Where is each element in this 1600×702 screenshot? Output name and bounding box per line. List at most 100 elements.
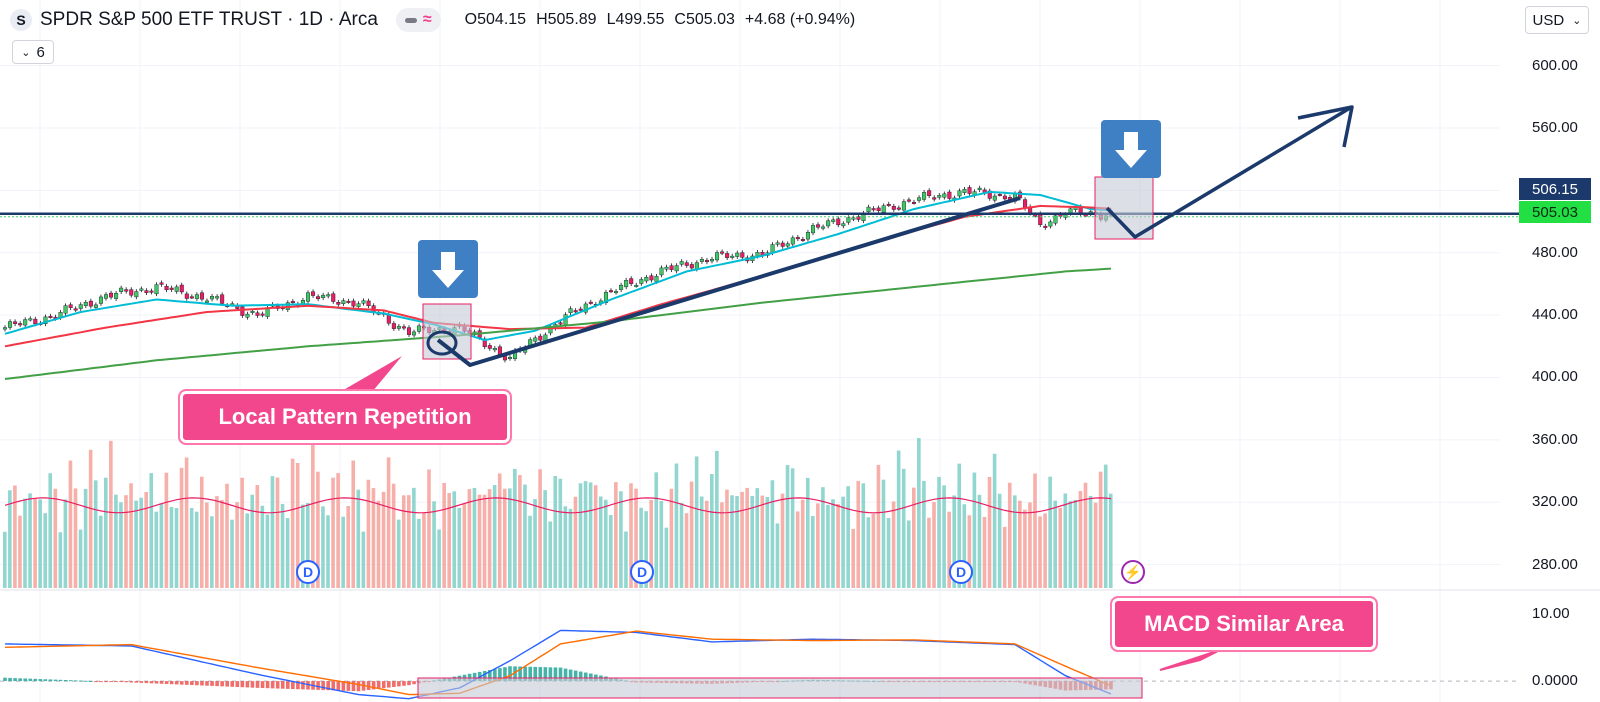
volume-bar <box>528 515 532 588</box>
volume-bar <box>992 453 997 588</box>
volume-bar <box>538 469 542 588</box>
macd-histogram-bar <box>84 680 88 682</box>
macd-histogram-bar <box>159 681 164 684</box>
macd-histogram-bar <box>119 681 123 683</box>
candle-body <box>1053 215 1058 224</box>
macd-histogram-bar <box>149 681 154 684</box>
macd-histogram-bar <box>326 681 330 691</box>
volume-bar <box>386 457 391 588</box>
volume-bar <box>306 502 310 588</box>
volume-bar <box>513 468 517 588</box>
local-pattern-annotation[interactable]: Local Pattern Repetition <box>178 389 512 445</box>
candle-body <box>250 310 255 313</box>
candle-body <box>103 294 108 299</box>
volume-bar <box>467 489 472 588</box>
candle-body <box>962 189 967 193</box>
earnings-event-marker[interactable]: ⚡ <box>1121 560 1145 584</box>
symbol-title[interactable]: SPDR S&P 500 ETF TRUST · 1D · Arca <box>40 9 378 30</box>
candle-body <box>917 197 922 201</box>
candle-body <box>109 292 114 298</box>
macd-histogram-bar <box>250 681 255 688</box>
volume-bar <box>745 487 749 588</box>
indicators-toggle[interactable]: ⌄ 6 <box>12 40 54 64</box>
volume-bar <box>139 497 143 588</box>
volume-bar <box>1023 509 1027 588</box>
volume-bar <box>215 496 219 588</box>
currency-select[interactable]: USD ⌄ <box>1525 6 1589 34</box>
candle-body <box>619 284 624 290</box>
volume-bar <box>1078 490 1083 588</box>
dividend-marker[interactable]: D <box>949 560 973 584</box>
price-candles <box>3 185 1113 363</box>
macd-histogram-bar <box>528 666 532 682</box>
volume-bar <box>422 512 426 588</box>
candle-body <box>730 255 735 258</box>
candle-body <box>942 193 947 198</box>
volume-bar <box>972 472 977 588</box>
macd-histogram-bar <box>23 678 27 682</box>
volume-bar <box>1058 507 1063 588</box>
macd-histogram-bar <box>144 681 149 684</box>
macd-histogram-bar <box>265 681 270 689</box>
candle-body <box>114 293 119 299</box>
price-tick-label: 280.00 <box>1532 555 1578 573</box>
candle-body <box>664 266 669 270</box>
volume-bar <box>58 532 63 588</box>
volume-bar <box>684 513 689 588</box>
macd-histogram-bar <box>467 673 472 682</box>
macd-histogram-bar <box>48 679 53 682</box>
macd-histogram-bar <box>78 680 83 682</box>
macd-histogram-bar <box>225 681 229 687</box>
symbol-logo[interactable]: S <box>10 9 32 31</box>
chart-style-pill[interactable]: ≈ <box>395 8 441 32</box>
candle-body <box>502 356 507 361</box>
currency-label: USD <box>1532 11 1565 29</box>
volume-bar <box>124 495 128 588</box>
volume-bar <box>53 488 58 588</box>
candle-body <box>644 277 649 282</box>
volume-bar <box>245 513 249 588</box>
volume-bar <box>189 507 194 588</box>
callout-pointer <box>1159 649 1221 671</box>
volume-bar <box>8 490 12 588</box>
volume-bar <box>942 485 946 588</box>
volume-bar <box>194 511 199 588</box>
candle-body <box>927 190 932 196</box>
macd-histogram-bar <box>190 681 194 686</box>
volume-bar <box>785 465 790 588</box>
macd-histogram-bar <box>543 667 548 682</box>
volume-bar <box>442 482 446 588</box>
volume-bar <box>220 499 224 588</box>
dividend-marker[interactable]: D <box>630 560 654 584</box>
macd-histogram-bar <box>336 681 341 691</box>
candle-body <box>856 216 861 220</box>
volume-bar <box>977 494 982 588</box>
price-change: +4.68 (+0.94%) <box>744 11 856 28</box>
candle-body <box>68 304 73 308</box>
volume-bar <box>391 483 396 588</box>
sma-long-line <box>4 267 1112 380</box>
candle-body <box>790 237 795 245</box>
down-arrow-marker-left <box>418 240 478 298</box>
candle-body <box>922 192 927 200</box>
candle-body <box>48 315 53 318</box>
volume-bar <box>846 486 850 588</box>
macd-histogram-bar <box>533 666 538 682</box>
candle-body <box>326 294 331 297</box>
volume-bar <box>982 516 987 588</box>
dividend-marker[interactable]: D <box>296 560 320 584</box>
macd-histogram-bar <box>200 681 204 686</box>
volume-bar <box>119 502 123 588</box>
volume-bar <box>1018 500 1022 588</box>
candle-body <box>124 289 129 292</box>
chevron-down-icon: ⌄ <box>1572 14 1582 27</box>
volume-bar <box>689 481 694 588</box>
pattern-circle <box>426 330 458 356</box>
volume-bar <box>38 499 42 588</box>
macd-histogram-bar <box>139 681 144 683</box>
macd-histogram-bar <box>316 681 320 690</box>
macd-similar-annotation[interactable]: MACD Similar Area <box>1110 596 1378 652</box>
candle-body <box>715 252 720 261</box>
